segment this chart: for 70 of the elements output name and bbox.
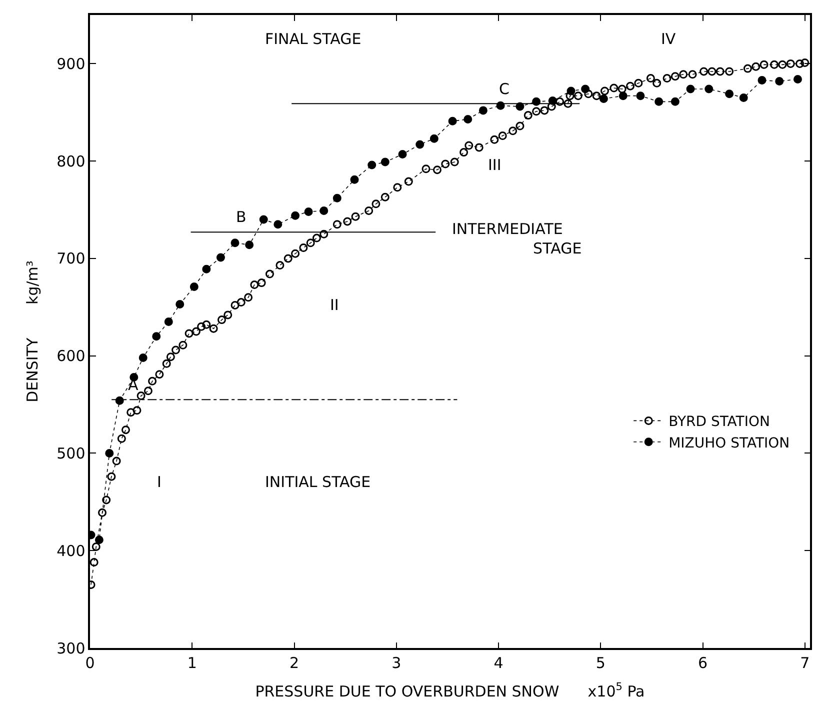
point — [618, 92, 628, 100]
point — [566, 86, 576, 96]
point — [350, 175, 359, 184]
point — [478, 106, 488, 115]
point — [332, 194, 342, 202]
annotation: INTERMEDIATE STAGE — [452, 220, 582, 258]
legend-label: BYRD STATION — [668, 414, 770, 430]
point — [176, 300, 184, 308]
y-tick-label: 700 — [56, 250, 86, 268]
annotation: IV — [661, 30, 676, 48]
annotation: INITIAL STAGE — [265, 473, 371, 491]
point — [216, 253, 225, 262]
point — [202, 264, 211, 274]
ref-line-label: C — [499, 80, 510, 98]
point — [230, 238, 240, 248]
y-axis-title: DENSITY kg/m³ — [23, 260, 42, 402]
x-tick-label: 7 — [800, 654, 810, 672]
point — [152, 332, 161, 341]
point — [636, 92, 645, 100]
x-tick-label: 5 — [596, 654, 606, 672]
y-tick-label: 900 — [56, 54, 86, 73]
point — [304, 207, 313, 216]
point — [448, 116, 457, 126]
point — [548, 96, 557, 105]
point — [581, 84, 590, 94]
point — [259, 215, 268, 224]
y-tick-label: 800 — [56, 152, 86, 170]
point — [115, 396, 124, 405]
point — [599, 94, 608, 103]
point — [416, 140, 424, 149]
y-tick-label: 500 — [56, 444, 86, 462]
point — [430, 134, 438, 143]
point — [190, 282, 198, 291]
annotation: FINAL STAGE — [265, 30, 362, 48]
annotation: I — [157, 473, 162, 491]
x-tick-label: 2 — [289, 654, 300, 672]
y-tick-label: 400 — [56, 542, 86, 560]
point — [105, 448, 114, 458]
point — [368, 160, 376, 170]
point — [654, 97, 664, 106]
ref-line-label: B — [236, 208, 246, 226]
point — [670, 97, 680, 106]
point — [775, 76, 784, 86]
point — [245, 240, 254, 250]
point — [704, 84, 714, 94]
point — [464, 114, 472, 124]
point — [380, 158, 390, 166]
point — [398, 150, 407, 159]
point — [291, 211, 300, 220]
point — [94, 536, 104, 544]
point — [686, 84, 695, 94]
y-tick-label: 300 — [56, 639, 86, 658]
x-tick-label: 1 — [187, 654, 197, 672]
x-tick-label: 3 — [392, 654, 402, 672]
point — [758, 76, 766, 84]
point — [138, 354, 148, 362]
x-axis-title: PRESSURE DUE TO OVERBURDEN SNOW x10$^{5}$ Pa — [255, 680, 645, 700]
point — [164, 318, 173, 326]
annotation: II — [330, 296, 339, 314]
x-tick-label: 6 — [698, 654, 708, 672]
point — [274, 220, 282, 229]
annotation: III — [488, 156, 502, 174]
point — [725, 90, 734, 98]
x-tick-label: 4 — [494, 654, 504, 672]
point — [739, 94, 748, 102]
x-tick-label: 0 — [85, 654, 95, 672]
legend-label: MIZUHO STATION — [668, 435, 790, 452]
point — [320, 206, 328, 215]
point — [793, 75, 802, 84]
y-tick-label: 600 — [56, 347, 86, 366]
